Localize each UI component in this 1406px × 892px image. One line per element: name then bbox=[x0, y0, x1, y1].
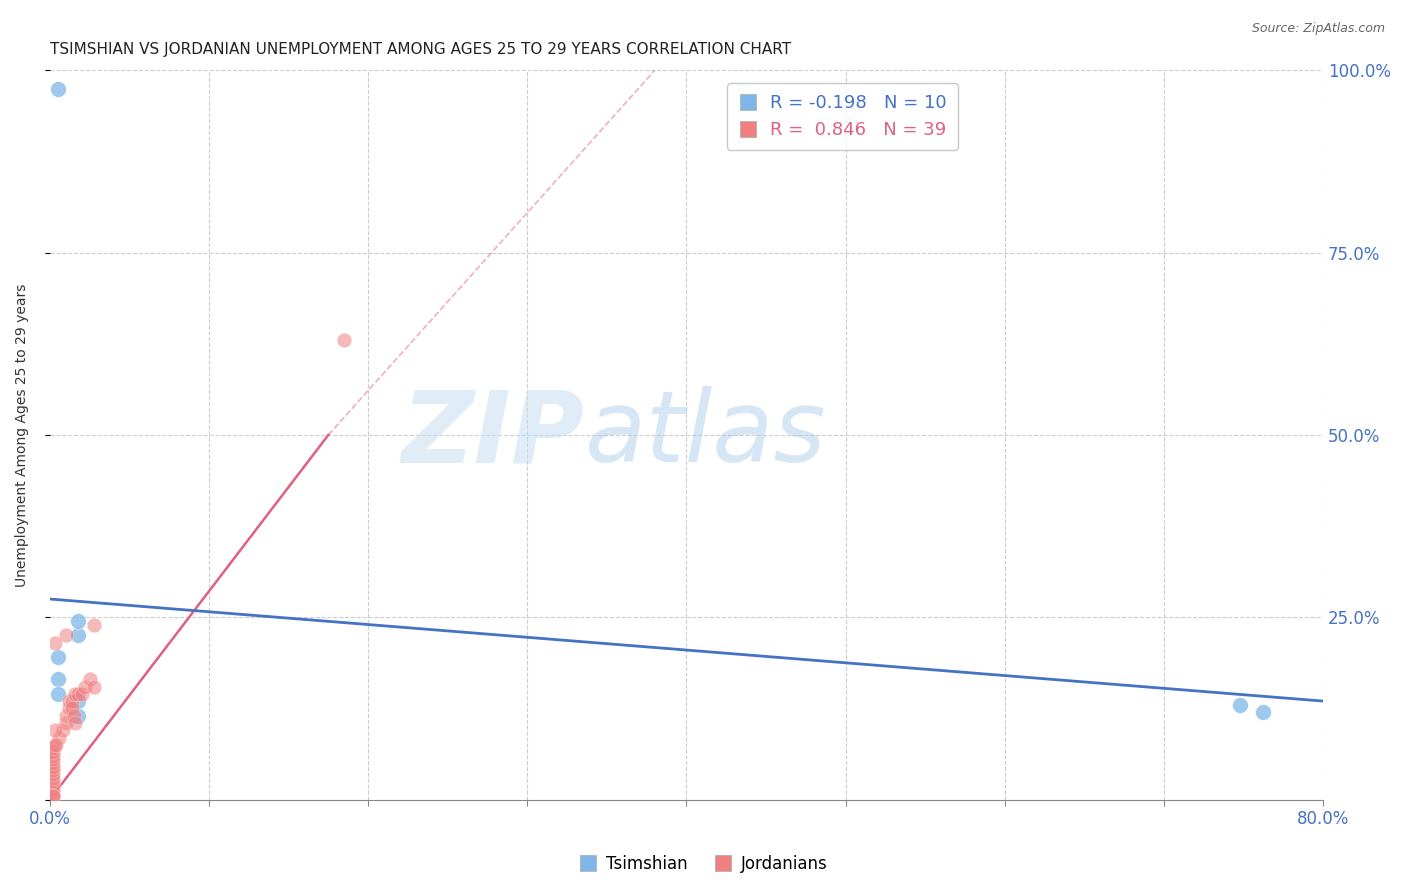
Point bbox=[42, 767, 65, 781]
Point bbox=[44, 636, 66, 650]
Point bbox=[65, 687, 87, 701]
Point bbox=[45, 738, 67, 752]
Point bbox=[42, 752, 65, 766]
Point bbox=[42, 789, 65, 803]
Legend: R = -0.198   N = 10, R =  0.846   N = 39: R = -0.198 N = 10, R = 0.846 N = 39 bbox=[727, 83, 957, 150]
Point bbox=[67, 614, 90, 628]
Point bbox=[67, 708, 90, 723]
Point bbox=[42, 781, 65, 796]
Point bbox=[79, 672, 101, 686]
Point bbox=[62, 708, 84, 723]
Point bbox=[42, 745, 65, 759]
Point bbox=[42, 764, 65, 778]
Point bbox=[42, 771, 65, 785]
Point bbox=[42, 774, 65, 789]
Point bbox=[42, 756, 65, 770]
Y-axis label: Unemployment Among Ages 25 to 29 years: Unemployment Among Ages 25 to 29 years bbox=[15, 284, 30, 587]
Point bbox=[55, 716, 77, 731]
Point bbox=[42, 760, 65, 774]
Text: TSIMSHIAN VS JORDANIAN UNEMPLOYMENT AMONG AGES 25 TO 29 YEARS CORRELATION CHART: TSIMSHIAN VS JORDANIAN UNEMPLOYMENT AMON… bbox=[49, 42, 792, 57]
Point bbox=[73, 680, 96, 694]
Point bbox=[42, 741, 65, 756]
Point bbox=[48, 731, 70, 745]
Point bbox=[58, 694, 80, 708]
Point bbox=[67, 628, 90, 642]
Point bbox=[46, 687, 69, 701]
Point bbox=[70, 687, 93, 701]
Point bbox=[51, 723, 73, 738]
Legend: Tsimshian, Jordanians: Tsimshian, Jordanians bbox=[571, 848, 835, 880]
Point bbox=[1251, 705, 1274, 719]
Point bbox=[44, 738, 66, 752]
Point bbox=[42, 789, 65, 803]
Point bbox=[333, 333, 356, 347]
Point bbox=[60, 701, 83, 715]
Point bbox=[1229, 698, 1251, 712]
Point bbox=[46, 81, 69, 95]
Text: ZIP: ZIP bbox=[402, 386, 585, 483]
Point bbox=[83, 617, 105, 632]
Text: atlas: atlas bbox=[585, 386, 827, 483]
Point bbox=[42, 748, 65, 763]
Point bbox=[46, 650, 69, 665]
Point bbox=[60, 694, 83, 708]
Point bbox=[67, 687, 90, 701]
Point bbox=[44, 723, 66, 738]
Point bbox=[42, 785, 65, 799]
Point bbox=[58, 701, 80, 715]
Point bbox=[46, 672, 69, 686]
Point bbox=[55, 708, 77, 723]
Point bbox=[83, 680, 105, 694]
Point bbox=[42, 778, 65, 792]
Point bbox=[67, 694, 90, 708]
Text: Source: ZipAtlas.com: Source: ZipAtlas.com bbox=[1251, 22, 1385, 36]
Point bbox=[65, 716, 87, 731]
Point bbox=[55, 628, 77, 642]
Point bbox=[42, 789, 65, 803]
